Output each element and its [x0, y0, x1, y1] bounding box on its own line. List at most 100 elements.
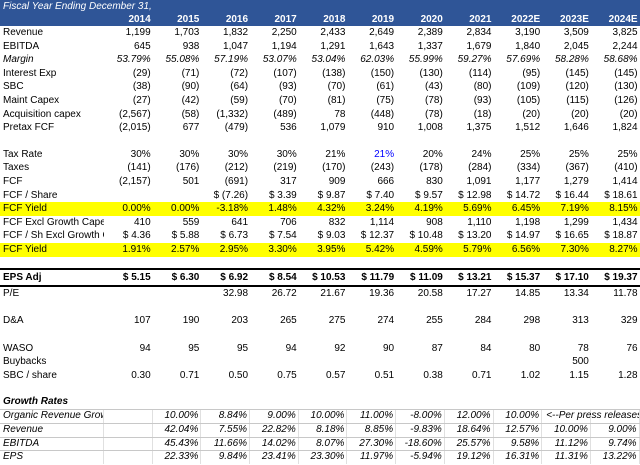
cell: 14.02%: [250, 437, 299, 451]
header: Fiscal Year Ending December 31, 2014 2015…: [0, 0, 640, 26]
cell: 1,703: [174, 27, 200, 38]
cell: 78: [334, 108, 346, 120]
cell: 0.71: [179, 369, 200, 381]
cell: 8.15%: [609, 203, 638, 215]
cell: 59.27%: [457, 54, 492, 66]
cell: 1,114: [369, 216, 395, 228]
row: FCF / Share $ (7.26) $ 3.39 $ 9.87 $ 7.40 $ 9…: [0, 189, 640, 203]
cell: 4.19%: [414, 203, 443, 215]
corner: [0, 13, 104, 26]
cell: 1,832: [223, 27, 249, 38]
cell: 2,045: [563, 40, 589, 52]
cell: 5.79%: [463, 243, 492, 255]
cell: (691): [224, 175, 249, 187]
cell: 1,375: [466, 122, 492, 134]
cell: (367): [565, 162, 589, 174]
cell: 58.68%: [603, 54, 638, 66]
cell: (2,157): [119, 175, 151, 187]
row-label: Interest Exp: [3, 67, 57, 79]
empty-cell: [153, 355, 202, 369]
cell: 10.00%: [542, 424, 591, 437]
cell: (145): [565, 67, 589, 79]
cell: 1,299: [563, 216, 589, 228]
cell: 24%: [471, 148, 492, 160]
cell: (170): [322, 162, 346, 174]
cell: 0.50: [228, 369, 249, 381]
year: 2018: [323, 14, 346, 25]
cell: 6.45%: [511, 203, 541, 215]
cell: 25%: [520, 148, 541, 160]
cell: 9.84%: [201, 451, 251, 464]
cell: 12.00%: [445, 410, 494, 424]
cell: 22.33%: [153, 451, 202, 464]
empty-cell: [396, 355, 445, 369]
cell: 9.00%: [250, 410, 299, 424]
row: EBITDA 645 938 1,047 1,194 1,291 1,643 1,337 1,6…: [0, 40, 640, 54]
row-label: FCF / Sh Excl Growth Cape: [3, 230, 104, 242]
empty-cell: [299, 355, 348, 369]
cell: 10.00%: [299, 410, 348, 424]
cell: 25%: [617, 148, 638, 160]
cell: $ 12.98: [458, 189, 492, 201]
cell: 8.18%: [299, 424, 348, 437]
cell: 21%: [374, 148, 395, 160]
cell: 7.30%: [560, 243, 589, 255]
cell: (93): [278, 81, 297, 93]
row-label: Pretax FCF: [3, 122, 55, 134]
cell: 20.58: [417, 287, 443, 299]
cell: 500: [572, 356, 589, 368]
cell: 1,434: [612, 216, 638, 228]
row-label: WASO: [3, 342, 34, 354]
cell: 832: [328, 216, 346, 228]
cell: -18.60%: [396, 437, 445, 451]
cell: 5.42%: [365, 243, 395, 255]
empty-cell: [347, 355, 396, 369]
cell: $ 4.36: [122, 230, 151, 242]
cell: 11.12%: [542, 437, 591, 451]
cell: (78): [425, 94, 443, 106]
empty-cell: [250, 355, 299, 369]
cell: 13.34: [563, 287, 589, 299]
cell: 18.64%: [445, 424, 494, 437]
cell: 706: [280, 216, 297, 228]
cell: -9.83%: [396, 424, 445, 437]
cell: 536: [280, 122, 297, 134]
cell: 8.84%: [201, 410, 251, 424]
empty-cell: [494, 355, 543, 369]
cell: 1.15: [569, 369, 589, 381]
cell: 32.98: [223, 287, 249, 299]
cell: 62.03%: [360, 54, 395, 66]
cell: 1.91%: [122, 243, 151, 255]
cell: 255: [426, 315, 443, 327]
row: Organic Revenue Growth10.00%8.84%9.00%10…: [0, 409, 640, 424]
empty-cell: [201, 355, 250, 369]
cell: 11.66%: [201, 437, 251, 451]
cell: 14.85: [515, 287, 541, 299]
section: Growth Rates Organic Revenue Growth 10.00%…: [0, 395, 640, 464]
cell: (42): [181, 94, 200, 106]
cell: (145): [614, 67, 638, 79]
row: Margin 53.79% 55.08% 57.19% 53.07% 53.04% 62.0…: [0, 53, 640, 67]
cell: 2,389: [417, 27, 443, 38]
cell: 1.28: [618, 369, 638, 381]
cell: 25.57%: [445, 437, 494, 451]
cell: (90): [181, 81, 200, 93]
cell: (2,567): [119, 108, 151, 120]
cell: 329: [620, 315, 638, 327]
cell: 76: [626, 342, 638, 354]
cell: (105): [516, 94, 541, 106]
cell: 11.31%: [542, 451, 591, 464]
row: WASO 94 95 95 94 92 90 87 84 80 78 76: [0, 342, 640, 356]
row: Interest Exp (29) (71) (72) (107) (138) (150) (…: [0, 67, 640, 81]
cell: 53.79%: [116, 54, 151, 66]
cell: 1,643: [369, 40, 395, 52]
cell: 1,646: [563, 122, 589, 134]
cell: 1,198: [515, 216, 541, 228]
cell: 1.48%: [268, 203, 297, 215]
year: 2019: [371, 14, 395, 25]
cell: $ 14.72: [506, 189, 541, 201]
cell: $ 6.30: [171, 271, 200, 283]
row-label: P/E: [3, 287, 20, 299]
empty-cell: [591, 410, 640, 424]
row-label: EBITDA: [3, 40, 40, 52]
